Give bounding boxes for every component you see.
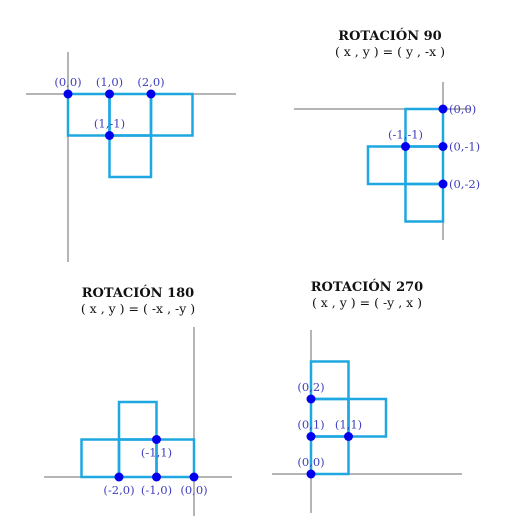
panel-title: ROTACIÓN 90 — [338, 27, 441, 44]
vertex-label: (0,0) — [180, 483, 207, 497]
panel-rot180: ROTACIÓN 180 ( x , y ) = ( -x , -y ) (0,… — [44, 284, 232, 516]
vertex-label: (1,0) — [96, 75, 123, 89]
vertex-point — [105, 89, 114, 99]
vertex-point — [152, 472, 161, 482]
vertex-label: (1,1) — [335, 418, 362, 432]
shape-cell — [347, 397, 388, 438]
vertex-point — [438, 142, 448, 151]
panel-formula: ( x , y ) = ( -y , x ) — [312, 295, 422, 310]
points: (0,0) (0,-1) (0,-2) (-1,-1) — [388, 102, 480, 191]
points: (0,0) (0,1) (0,2) (1,1) — [297, 380, 362, 479]
vertex-point — [306, 432, 316, 441]
points: (0,0) (-1,0) (-2,0) (-1,1) — [103, 435, 208, 497]
shape-cell — [117, 400, 158, 441]
shape-cell — [404, 145, 445, 186]
vertex-label: (0,-1) — [449, 140, 480, 154]
vertex-point — [146, 89, 156, 99]
vertex-label: (0,0) — [297, 455, 324, 469]
vertex-label: (0,-2) — [449, 177, 480, 191]
shape-cell — [149, 92, 194, 137]
vertex-label: (-1,1) — [141, 446, 172, 460]
vertex-label: (2,0) — [137, 75, 164, 89]
vertex-label: (0,0) — [449, 102, 476, 116]
vertex-label: (-1,-1) — [388, 128, 423, 142]
shape-cell — [108, 134, 153, 179]
vertex-label: (0,2) — [297, 380, 324, 394]
shape-cells — [66, 92, 194, 179]
vertex-point — [105, 131, 114, 140]
panel-rot90: ROTACIÓN 90 ( x , y ) = ( y , -x ) (0,0)… — [294, 27, 480, 240]
shape-cell — [366, 145, 407, 186]
panel-title: ROTACIÓN 180 — [82, 284, 194, 301]
vertex-label: (-2,0) — [103, 483, 134, 497]
shape-cells — [309, 360, 388, 476]
vertex-point — [152, 435, 161, 444]
panel-rot270: ROTACIÓN 270 ( x , y ) = ( -y , x ) (0,0… — [272, 278, 462, 513]
shape-cells — [366, 107, 445, 223]
vertex-label: (1,-1) — [94, 117, 125, 131]
shape-cell — [309, 360, 350, 401]
vertex-point — [438, 104, 448, 114]
vertex-point — [438, 179, 448, 189]
shape-cell — [155, 438, 196, 479]
vertex-point — [306, 394, 316, 404]
panel-title: ROTACIÓN 270 — [311, 278, 423, 295]
points: (0,0) (1,0) (2,0) (1,-1) — [54, 75, 165, 140]
vertex-point — [189, 472, 199, 482]
vertex-point — [306, 469, 316, 479]
shape-cell — [404, 182, 445, 223]
vertex-point — [63, 89, 73, 99]
panel-formula: ( x , y ) = ( -x , -y ) — [81, 301, 195, 316]
shape-cells — [80, 400, 196, 479]
vertex-label: (0,1) — [297, 418, 324, 432]
vertex-label: (-1,0) — [141, 483, 172, 497]
shape-cell — [80, 438, 121, 479]
vertex-point — [401, 142, 410, 151]
vertex-point — [114, 472, 124, 482]
panel-formula: ( x , y ) = ( y , -x ) — [335, 44, 445, 59]
vertex-point — [344, 432, 353, 441]
vertex-label: (0,0) — [54, 75, 81, 89]
panel-original: (0,0) (1,0) (2,0) (1,-1) — [26, 52, 236, 262]
